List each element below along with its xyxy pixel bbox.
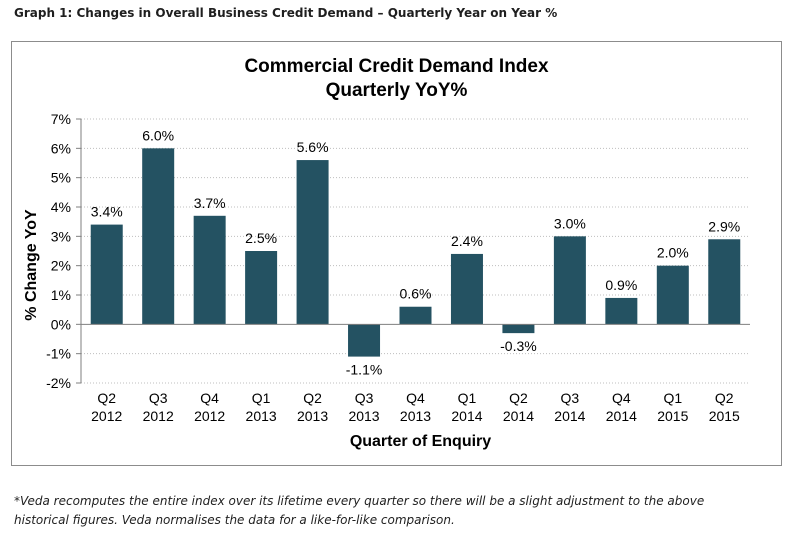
- y-tick-label: -1%: [46, 346, 71, 362]
- chart-frame: Commercial Credit Demand Index Quarterly…: [11, 41, 782, 466]
- y-tick-label: 5%: [51, 170, 71, 186]
- x-tick-label-year: 2013: [297, 408, 328, 424]
- y-tick-label: 0%: [51, 316, 71, 332]
- bars: [90, 148, 741, 357]
- x-tick-label-year: 2012: [91, 408, 122, 424]
- x-tick-label-quarter: Q1: [663, 390, 682, 406]
- y-tick-label: 3%: [51, 228, 71, 244]
- x-tick-label-year: 2013: [348, 408, 379, 424]
- data-label: 0.6%: [400, 286, 432, 302]
- x-tick-label-quarter: Q4: [406, 390, 425, 406]
- y-axis-title: % Change YoY: [23, 209, 40, 321]
- labels: -2% -1% 0% 1% 2% 3% 4% 5% 6% 7% 3.4% Q2 2012 6.0% Q3 20…: [46, 111, 740, 424]
- bar: [245, 251, 278, 325]
- x-tick-label-quarter: Q3: [355, 390, 374, 406]
- data-label: 2.5%: [245, 230, 277, 246]
- data-label: 3.7%: [194, 195, 226, 211]
- data-label: 5.6%: [297, 139, 329, 155]
- bar: [90, 224, 123, 325]
- bar: [656, 265, 689, 325]
- y-tick-label: 4%: [51, 199, 71, 215]
- x-tick-label-quarter: Q3: [561, 390, 580, 406]
- data-label: -1.1%: [346, 362, 383, 378]
- footnote-line-1: *Veda recomputes the entire index over i…: [14, 494, 705, 508]
- x-tick-label-year: 2014: [451, 408, 482, 424]
- bar: [502, 324, 535, 334]
- bar: [348, 324, 381, 357]
- bar: [450, 253, 483, 325]
- x-tick-label-quarter: Q1: [458, 390, 477, 406]
- x-tick-label-quarter: Q2: [97, 390, 116, 406]
- x-tick-label-year: 2014: [554, 408, 585, 424]
- chart-title: Commercial Credit Demand Index: [244, 56, 549, 77]
- x-tick-label-quarter: Q2: [715, 390, 734, 406]
- x-tick-label-year: 2012: [143, 408, 174, 424]
- y-tick-label: 6%: [51, 140, 71, 156]
- bar: [399, 306, 432, 325]
- axes: [76, 118, 750, 384]
- data-label: 3.4%: [91, 204, 123, 220]
- data-label: 2.9%: [708, 218, 740, 234]
- x-tick-label-quarter: Q2: [509, 390, 528, 406]
- bar: [605, 297, 638, 325]
- bar: [553, 236, 586, 325]
- gridlines: [81, 118, 750, 384]
- bar: [142, 148, 175, 325]
- x-tick-label-year: 2013: [246, 408, 277, 424]
- data-label: 0.9%: [605, 277, 637, 293]
- y-tick-label: 7%: [51, 111, 71, 127]
- bar: [708, 239, 741, 325]
- y-tick-label: 2%: [51, 258, 71, 274]
- x-tick-label-year: 2015: [709, 408, 740, 424]
- x-tick-label-year: 2013: [400, 408, 431, 424]
- bar-chart: -2% -1% 0% 1% 2% 3% 4% 5% 6% 7% 3.4% Q2 2012 6.0% Q3 20…: [23, 111, 750, 450]
- graph-caption: Graph 1: Changes in Overall Business Cre…: [14, 6, 558, 20]
- x-tick-label-quarter: Q3: [149, 390, 168, 406]
- x-tick-label-year: 2014: [606, 408, 637, 424]
- x-tick-label-quarter: Q2: [303, 390, 322, 406]
- y-tick-label: 1%: [51, 287, 71, 303]
- data-label: 6.0%: [142, 127, 174, 143]
- bar: [296, 160, 329, 325]
- x-tick-label-quarter: Q4: [200, 390, 219, 406]
- chart-subtitle: Quarterly YoY%: [325, 80, 468, 101]
- data-label: 2.4%: [451, 233, 483, 249]
- footnote: *Veda recomputes the entire index over i…: [14, 492, 794, 530]
- data-label: 2.0%: [657, 245, 689, 261]
- y-tick-label: -2%: [46, 375, 71, 391]
- footnote-line-2: historical figures. Veda normalises the …: [14, 513, 455, 527]
- bar: [193, 215, 226, 325]
- data-label: 3.0%: [554, 215, 586, 231]
- data-label: -0.3%: [500, 338, 537, 354]
- x-tick-label-year: 2014: [503, 408, 534, 424]
- x-tick-label-quarter: Q1: [252, 390, 271, 406]
- x-tick-label-year: 2015: [657, 408, 688, 424]
- x-tick-label-year: 2012: [194, 408, 225, 424]
- x-axis-title: Quarter of Enquiry: [350, 433, 491, 450]
- x-tick-label-quarter: Q4: [612, 390, 631, 406]
